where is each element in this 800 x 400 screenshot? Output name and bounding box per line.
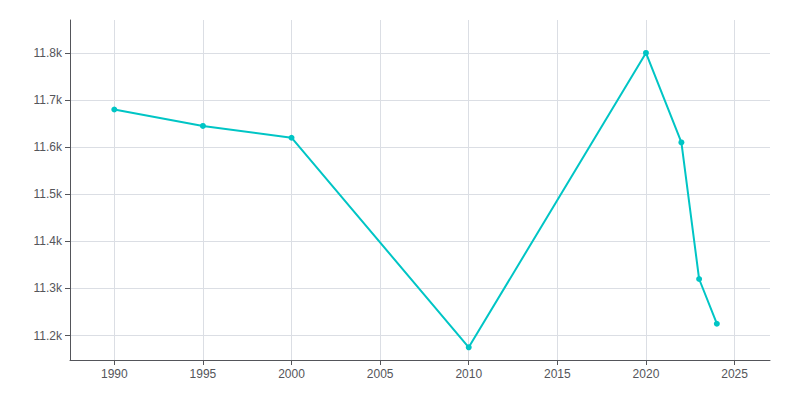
svg-text:11.8k: 11.8k [34, 46, 63, 60]
svg-text:2020: 2020 [633, 367, 660, 381]
svg-text:2025: 2025 [721, 367, 748, 381]
svg-text:2015: 2015 [544, 367, 571, 381]
svg-text:2000: 2000 [278, 367, 305, 381]
svg-text:11.4k: 11.4k [34, 234, 63, 248]
svg-text:11.6k: 11.6k [34, 140, 63, 154]
svg-text:2010: 2010 [455, 367, 482, 381]
svg-text:11.3k: 11.3k [34, 281, 63, 295]
svg-text:11.7k: 11.7k [34, 93, 63, 107]
svg-text:1990: 1990 [101, 367, 128, 381]
svg-text:11.5k: 11.5k [34, 187, 63, 201]
svg-text:1995: 1995 [190, 367, 217, 381]
svg-text:2005: 2005 [367, 367, 394, 381]
svg-text:11.2k: 11.2k [34, 329, 63, 343]
